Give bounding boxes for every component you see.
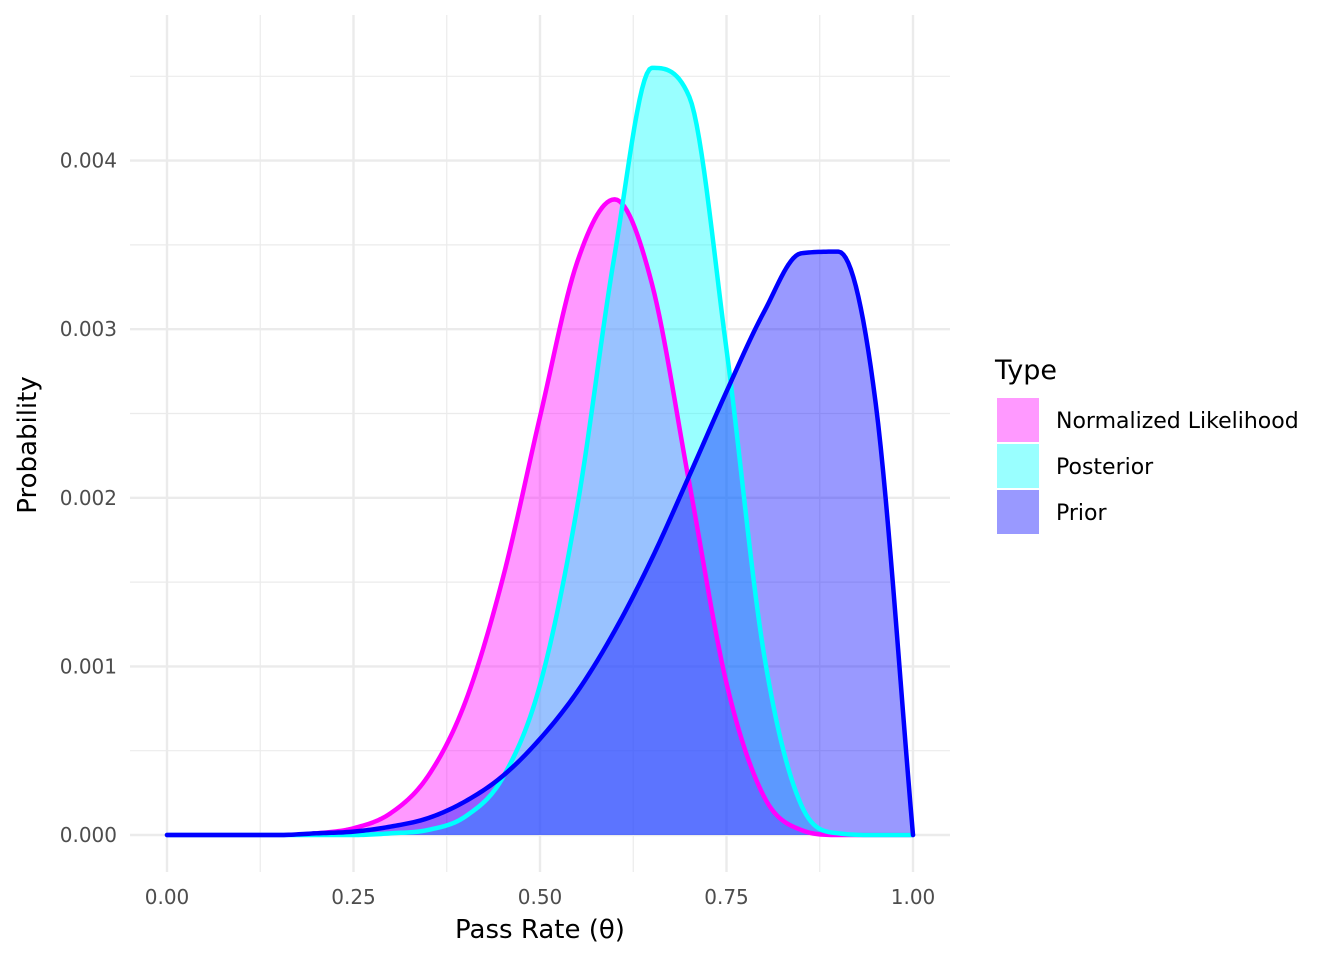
- line-prior: [164, 249, 916, 838]
- legend-swatch: [997, 398, 1039, 442]
- x-tick-label: 0.25: [331, 885, 376, 909]
- legend-swatch: [997, 444, 1039, 488]
- legend-title: Type: [994, 355, 1057, 386]
- legend-label: Prior: [1056, 501, 1107, 526]
- density-lines: [164, 65, 916, 838]
- x-tick-label: 0.75: [704, 885, 749, 909]
- y-tick-label: 0.004: [60, 149, 117, 173]
- y-tick-label: 0.000: [60, 823, 117, 847]
- y-axis-tick-labels: 0.000 0.001 0.002 0.003 0.004: [60, 149, 117, 847]
- legend-items: Normalized Likelihood Posterior Prior: [997, 398, 1299, 534]
- legend-key-background: [997, 398, 1039, 442]
- legend-label: Posterior: [1056, 455, 1154, 480]
- area-normalized-likelihood: [167, 199, 913, 835]
- y-axis-title: Probability: [13, 376, 43, 513]
- major-gridlines: [130, 15, 950, 872]
- legend: Type Normalized Likelihood Posterior Prior: [994, 355, 1299, 534]
- x-tick-label: 0.00: [145, 885, 190, 909]
- y-tick-label: 0.003: [60, 317, 117, 341]
- legend-key-background: [997, 444, 1039, 488]
- legend-label: Normalized Likelihood: [1056, 409, 1299, 434]
- x-axis-title: Pass Rate (θ): [455, 915, 625, 945]
- legend-key-background: [997, 490, 1039, 534]
- y-tick-label: 0.001: [60, 654, 117, 678]
- x-tick-label: 1.00: [891, 885, 936, 909]
- x-tick-label: 0.50: [518, 885, 563, 909]
- legend-swatch: [997, 490, 1039, 534]
- x-axis-tick-labels: 0.00 0.25 0.50 0.75 1.00: [145, 885, 936, 909]
- y-tick-label: 0.002: [60, 486, 117, 510]
- area-posterior: [167, 67, 913, 836]
